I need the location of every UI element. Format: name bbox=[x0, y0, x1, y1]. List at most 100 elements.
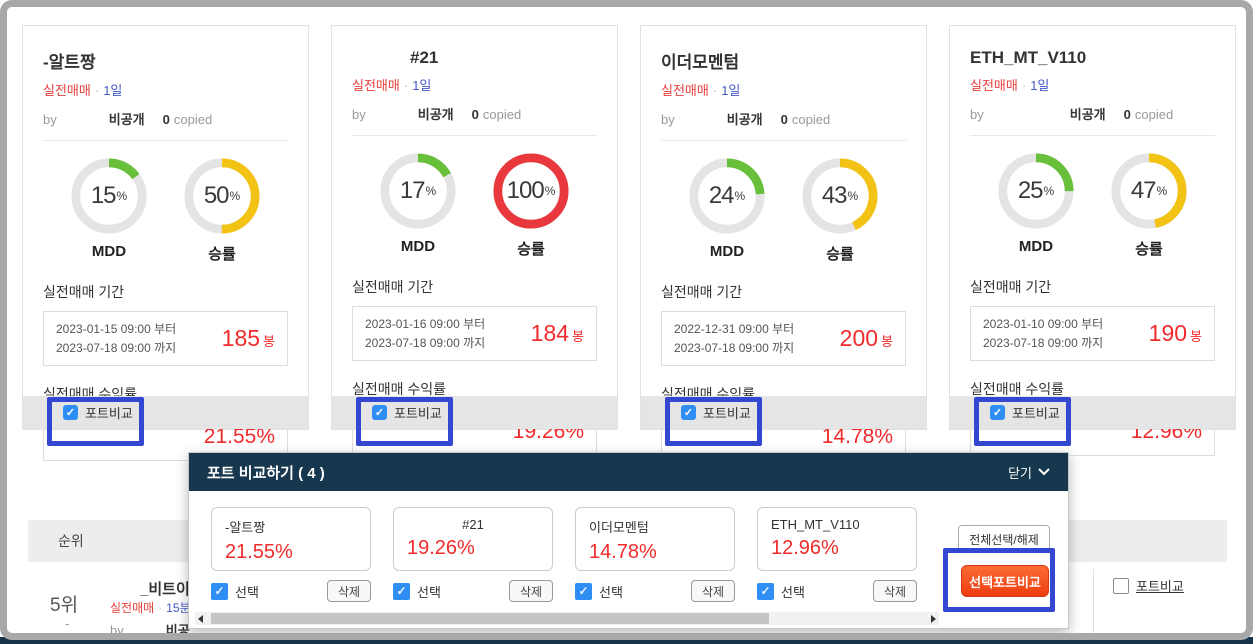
winrate-value: 100 bbox=[506, 177, 545, 204]
panel-item-card: #21 19.26% bbox=[393, 507, 553, 571]
live-trading-badge: 실전매매 bbox=[352, 78, 400, 93]
dot-separator: · bbox=[403, 78, 409, 93]
copied-label: copied bbox=[482, 107, 522, 122]
copied-count: 0 bbox=[162, 112, 170, 127]
return-title: 실전매매 수익률 bbox=[970, 381, 1065, 398]
scrollbar-thumb[interactable] bbox=[211, 613, 769, 624]
by-label: by bbox=[43, 112, 57, 127]
panel-close-button[interactable]: 닫기 bbox=[1008, 463, 1050, 482]
copied-count: 0 bbox=[780, 112, 788, 127]
mdd-label: MDD bbox=[91, 243, 127, 260]
scrollbar-left-arrow-icon[interactable] bbox=[198, 615, 203, 623]
winrate-donut-chart: 43% bbox=[801, 157, 879, 235]
port-compare-label: 포트비교 bbox=[1136, 579, 1184, 594]
period-to: 2023-07-18 09:00 까지 bbox=[365, 335, 486, 350]
strategy-row-subtitle: 실전매매 · 15분 bbox=[110, 599, 191, 616]
item-name: ETH_MT_V110 bbox=[771, 517, 860, 532]
item-select[interactable]: 선택 bbox=[575, 582, 623, 601]
select-checkbox-checked[interactable] bbox=[575, 582, 592, 600]
strategy-card: ETH_MT_V110 실전매매 · 1일 by 비공개 0 copied 25% MDD bbox=[949, 25, 1236, 457]
trading-period-title: 실전매매 기간 bbox=[43, 284, 125, 300]
panel-header: 포트 비교하기 ( 4 ) 닫기 bbox=[189, 453, 1068, 491]
item-return-value: 19.26% bbox=[407, 537, 475, 559]
live-trading-badge: 실전매매 bbox=[661, 83, 709, 98]
trading-period-box: 2023-01-15 09:00 부터 2023-07-18 09:00 까지 1… bbox=[43, 311, 288, 367]
item-select[interactable]: 선택 bbox=[393, 582, 441, 601]
trading-period-title: 실전매매 기간 bbox=[970, 279, 1052, 295]
strategy-card: #21 실전매매 · 1일 by 비공개 0 copied 17% MDD bbox=[331, 25, 618, 457]
port-compare-label: 포트비교 bbox=[394, 406, 442, 421]
horizontal-scrollbar[interactable] bbox=[195, 612, 939, 625]
row-port-compare[interactable]: 포트비교 bbox=[1113, 576, 1184, 595]
trading-period-box: 2023-01-16 09:00 부터 2023-07-18 09:00 까지 1… bbox=[352, 306, 597, 362]
trading-period-title: 실전매매 기간 bbox=[661, 284, 743, 300]
dot-separator: · bbox=[712, 83, 718, 98]
scrollbar-right-arrow-icon[interactable] bbox=[931, 615, 936, 623]
item-return-value: 21.55% bbox=[225, 541, 293, 563]
percent-sign: % bbox=[1043, 184, 1055, 198]
bar-count: 184 bbox=[530, 320, 570, 347]
by-label: by bbox=[970, 107, 984, 122]
trading-period-box: 2022-12-31 09:00 부터 2023-07-18 09:00 까지 2… bbox=[661, 311, 906, 367]
port-compare-checkbox-checked[interactable] bbox=[63, 405, 78, 420]
port-compare-checkbox-checked[interactable] bbox=[990, 405, 1005, 420]
panel-item: -알트짱 21.55% 선택 삭제 bbox=[211, 507, 371, 602]
percent-sign: % bbox=[544, 184, 556, 198]
select-checkbox-checked[interactable] bbox=[393, 582, 410, 600]
percent-sign: % bbox=[734, 189, 746, 203]
period-from: 2023-01-16 09:00 부터 bbox=[365, 317, 486, 331]
period-to: 2023-07-18 09:00 까지 bbox=[983, 335, 1104, 350]
item-name: #21 bbox=[462, 517, 484, 532]
bar-unit: 봉 bbox=[881, 334, 893, 350]
winrate-value: 43 bbox=[821, 182, 848, 209]
mdd-donut-chart: 24% bbox=[688, 157, 766, 235]
copied-count: 0 bbox=[1123, 107, 1131, 122]
dot-separator: · bbox=[1021, 78, 1027, 93]
delete-button[interactable]: 삭제 bbox=[509, 580, 553, 602]
winrate-label: 승률 bbox=[1135, 241, 1163, 258]
card-title[interactable]: -알트짱 bbox=[43, 53, 96, 72]
strategy-row-title[interactable]: _비트이더 bbox=[140, 581, 204, 598]
compare-selected-ports-button[interactable]: 선택포트비교 bbox=[961, 565, 1049, 597]
percent-sign: % bbox=[1156, 184, 1168, 198]
port-compare-label: 포트비교 bbox=[1012, 406, 1060, 421]
port-compare-checkbox-checked[interactable] bbox=[372, 405, 387, 420]
winrate-label: 승률 bbox=[826, 246, 854, 263]
timeframe-label: 1일 bbox=[412, 78, 432, 93]
port-compare-label: 포트비교 bbox=[703, 406, 751, 421]
card-title[interactable]: 이더모멘텀 bbox=[661, 53, 740, 72]
mdd-value: 24 bbox=[708, 182, 735, 209]
item-select[interactable]: 선택 bbox=[757, 582, 805, 601]
card-title[interactable]: #21 bbox=[410, 48, 439, 67]
winrate-label: 승률 bbox=[517, 241, 545, 258]
port-compare-checkbox-checked[interactable] bbox=[681, 405, 696, 420]
select-all-toggle-button[interactable]: 전체선택/해제 bbox=[958, 525, 1050, 553]
panel-item: ETH_MT_V110 12.96% 선택 삭제 bbox=[757, 507, 917, 602]
mdd-donut-chart: 25% bbox=[997, 152, 1075, 230]
port-compare-label: 포트비교 bbox=[85, 406, 133, 421]
winrate-donut-chart: 50% bbox=[183, 157, 261, 235]
live-trading-badge: 실전매매 bbox=[970, 78, 1018, 93]
bar-count: 190 bbox=[1148, 320, 1188, 347]
strategy-card: 이더모멘텀 실전매매 · 1일 by 비공개 0 copied 24% MDD bbox=[640, 25, 927, 462]
delete-button[interactable]: 삭제 bbox=[327, 580, 371, 602]
bar-count: 185 bbox=[221, 325, 261, 352]
card-title[interactable]: ETH_MT_V110 bbox=[970, 48, 1087, 67]
winrate-label: 승률 bbox=[208, 246, 236, 263]
port-compare-panel: 포트 비교하기 ( 4 ) 닫기 -알트짱 21.55% 선택 bbox=[188, 452, 1069, 629]
select-checkbox-checked[interactable] bbox=[757, 582, 774, 600]
mdd-label: MDD bbox=[400, 238, 436, 255]
copied-label: copied bbox=[173, 112, 213, 127]
card-footer: 포트비교 bbox=[641, 396, 926, 429]
select-checkbox-checked[interactable] bbox=[211, 582, 228, 600]
rank-column-header: 순위 bbox=[58, 533, 84, 549]
item-select[interactable]: 선택 bbox=[211, 582, 259, 601]
copied-label: copied bbox=[791, 112, 831, 127]
percent-sign: % bbox=[229, 189, 241, 203]
percent-sign: % bbox=[116, 189, 128, 203]
delete-button[interactable]: 삭제 bbox=[873, 580, 917, 602]
delete-button[interactable]: 삭제 bbox=[691, 580, 735, 602]
live-trading-badge: 실전매매 bbox=[43, 83, 91, 98]
port-compare-checkbox-unchecked[interactable] bbox=[1113, 577, 1129, 594]
